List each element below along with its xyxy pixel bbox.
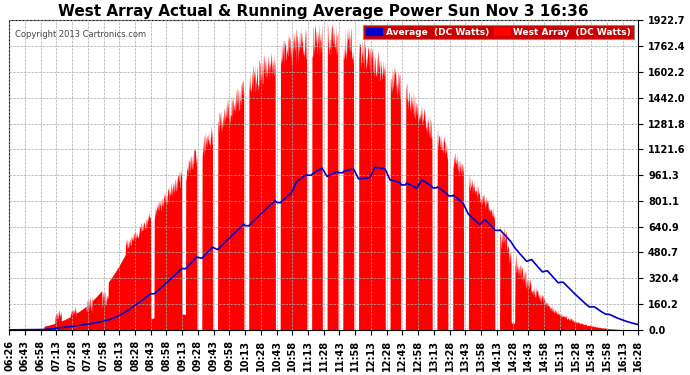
Title: West Array Actual & Running Average Power Sun Nov 3 16:36: West Array Actual & Running Average Powe… <box>59 4 589 19</box>
Text: Copyright 2013 Cartronics.com: Copyright 2013 Cartronics.com <box>15 30 146 39</box>
Legend: Average  (DC Watts), West Array  (DC Watts): Average (DC Watts), West Array (DC Watts… <box>363 25 634 39</box>
